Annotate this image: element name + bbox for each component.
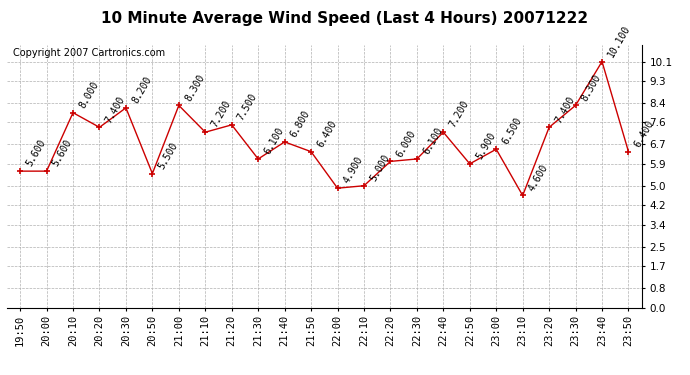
Text: 6.800: 6.800 <box>289 109 312 139</box>
Text: 8.300: 8.300 <box>580 72 603 103</box>
Text: 5.000: 5.000 <box>368 153 391 183</box>
Text: 7.400: 7.400 <box>553 94 577 124</box>
Text: 7.400: 7.400 <box>104 94 127 124</box>
Text: 5.600: 5.600 <box>24 138 48 168</box>
Text: 7.200: 7.200 <box>448 99 471 129</box>
Text: 5.600: 5.600 <box>51 138 74 168</box>
Text: 4.900: 4.900 <box>342 155 365 185</box>
Text: 8.000: 8.000 <box>77 80 101 110</box>
Text: 6.000: 6.000 <box>395 128 418 159</box>
Text: Copyright 2007 Cartronics.com: Copyright 2007 Cartronics.com <box>13 48 166 58</box>
Text: 6.400: 6.400 <box>315 118 339 149</box>
Text: 10.100: 10.100 <box>607 23 633 59</box>
Text: 10 Minute Average Wind Speed (Last 4 Hours) 20071222: 10 Minute Average Wind Speed (Last 4 Hou… <box>101 11 589 26</box>
Text: 5.500: 5.500 <box>157 140 180 171</box>
Text: 7.500: 7.500 <box>236 92 259 122</box>
Text: 6.400: 6.400 <box>633 118 656 149</box>
Text: 7.200: 7.200 <box>210 99 233 129</box>
Text: 5.900: 5.900 <box>474 130 497 161</box>
Text: 6.100: 6.100 <box>421 126 444 156</box>
Text: 6.100: 6.100 <box>262 126 286 156</box>
Text: 8.200: 8.200 <box>130 75 153 105</box>
Text: 8.300: 8.300 <box>183 72 206 103</box>
Text: 4.600: 4.600 <box>527 162 550 193</box>
Text: 6.500: 6.500 <box>500 116 524 147</box>
